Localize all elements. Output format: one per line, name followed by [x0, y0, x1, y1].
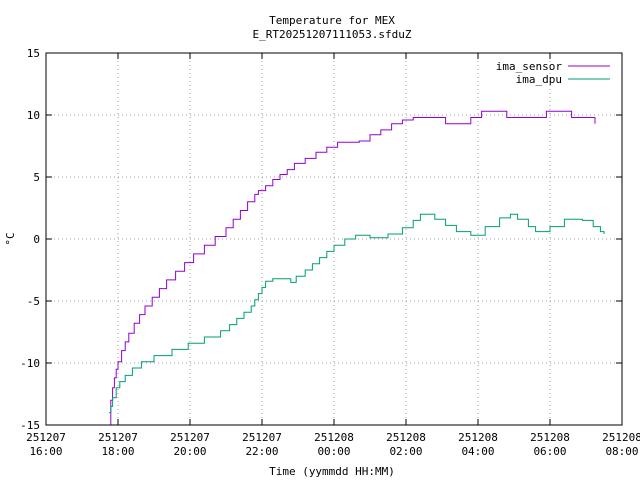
x-tick-date-label: 251208: [602, 431, 640, 444]
y-axis-ticks: -15 -10 -5 0 5 10 15: [20, 47, 622, 432]
x-tick-date-label: 251208: [314, 431, 354, 444]
y-tick-label: 10: [27, 109, 40, 122]
x-axis-ticks: 25120716:0025120718:0025120720:002512072…: [26, 53, 640, 458]
x-tick-time-label: 18:00: [101, 445, 134, 458]
x-tick-date-label: 251207: [242, 431, 282, 444]
x-tick-time-label: 22:00: [245, 445, 278, 458]
x-tick-date-label: 251207: [170, 431, 210, 444]
y-tick-label: -5: [27, 295, 40, 308]
x-tick-date-label: 251208: [458, 431, 498, 444]
x-tick-date-label: 251207: [26, 431, 66, 444]
x-tick-time-label: 16:00: [29, 445, 62, 458]
x-tick-time-label: 06:00: [533, 445, 566, 458]
x-axis-label: Time (yymmdd HH:MM): [269, 465, 395, 478]
series-lines: [109, 110, 605, 426]
y-tick-label: 0: [33, 233, 40, 246]
series-line-ima-dpu: [109, 213, 605, 414]
y-tick-label: -15: [20, 419, 40, 432]
series-line-ima-sensor: [109, 110, 596, 426]
x-tick-date-label: 251208: [386, 431, 426, 444]
x-tick-time-label: 04:00: [461, 445, 494, 458]
chart-subtitle: E_RT20251207111053.sfduZ: [253, 28, 412, 41]
grid: [46, 53, 622, 425]
x-tick-date-label: 251207: [98, 431, 138, 444]
legend-label: ima_dpu: [516, 73, 562, 86]
x-tick-time-label: 08:00: [605, 445, 638, 458]
x-tick-time-label: 02:00: [389, 445, 422, 458]
y-tick-label: -10: [20, 357, 40, 370]
y-axis-label: °C: [4, 232, 17, 245]
x-tick-time-label: 00:00: [317, 445, 350, 458]
legend-label: ima_sensor: [496, 60, 563, 73]
chart-title: Temperature for MEX: [269, 14, 395, 27]
y-tick-label: 15: [27, 47, 40, 60]
x-tick-date-label: 251208: [530, 431, 570, 444]
x-tick-time-label: 20:00: [173, 445, 206, 458]
y-tick-label: 5: [33, 171, 40, 184]
